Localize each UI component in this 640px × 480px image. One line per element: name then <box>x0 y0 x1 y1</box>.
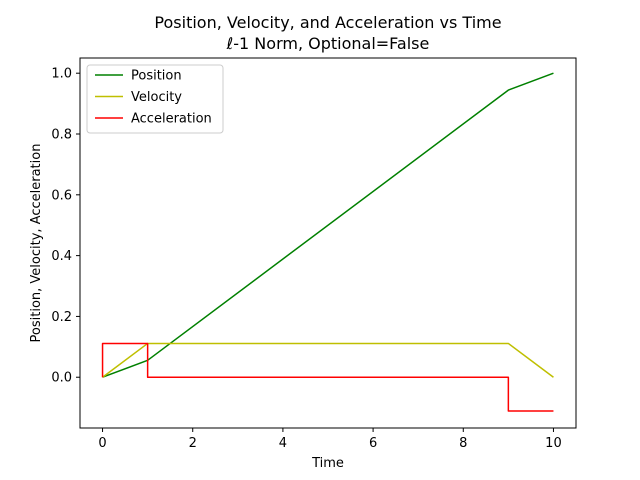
y-axis-label: Position, Velocity, Acceleration <box>29 144 44 343</box>
y-tick-label: 0.8 <box>51 128 72 143</box>
axes-frame <box>79 57 577 429</box>
chart-title: Position, Velocity, and Acceleration vs … <box>154 13 501 32</box>
legend-label-position: Position <box>131 69 182 84</box>
y-tick-label: 0.0 <box>51 371 72 386</box>
legend-label-acceleration: Acceleration <box>131 112 212 127</box>
x-tick-label: 10 <box>545 436 562 451</box>
x-tick-label: 6 <box>369 436 377 451</box>
x-tick-label: 8 <box>459 436 467 451</box>
x-tick-label: 0 <box>98 436 106 451</box>
x-tick-label: 2 <box>189 436 197 451</box>
x-axis-label: Time <box>311 456 344 471</box>
series-line-acceleration <box>101 342 554 412</box>
series-line-position <box>102 72 554 378</box>
y-tick-label: 0.6 <box>51 188 72 203</box>
x-tick-label: 4 <box>279 436 287 451</box>
y-axis-ticks: 0.0 0.2 0.4 0.6 0.8 1.0 <box>51 67 80 386</box>
x-axis-ticks: 0 2 4 6 8 10 <box>98 428 562 451</box>
y-tick-label: 0.2 <box>51 310 72 325</box>
chart-subtitle: ℓ-1 Norm, Optional=False <box>226 34 430 53</box>
plot-area <box>101 72 554 412</box>
y-tick-label: 1.0 <box>51 67 72 82</box>
legend-box <box>86 64 224 134</box>
series-line-velocity <box>102 342 554 378</box>
legend-label-velocity: Velocity <box>131 90 182 105</box>
legend: Position Velocity Acceleration <box>86 64 224 134</box>
y-tick-label: 0.4 <box>51 249 72 264</box>
